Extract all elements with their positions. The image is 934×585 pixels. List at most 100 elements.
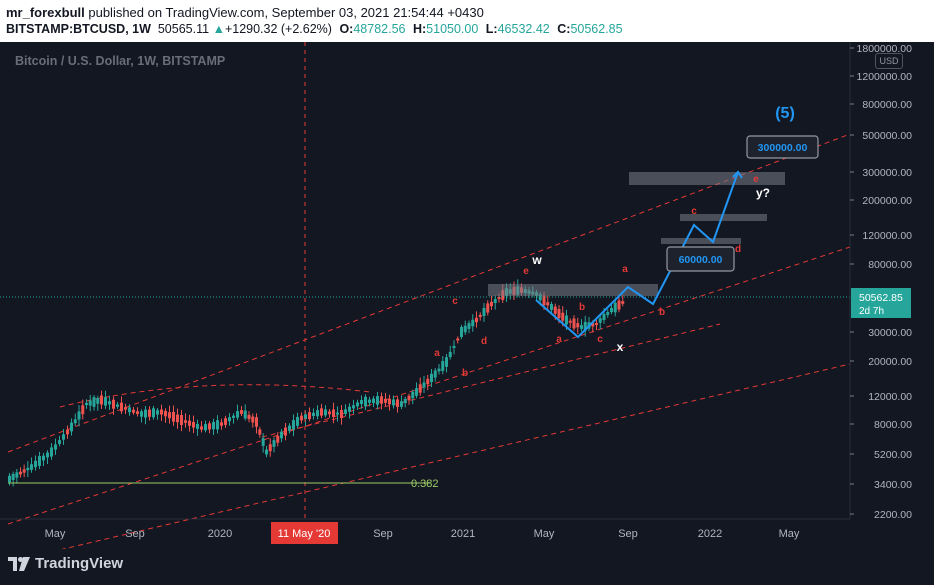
candle-body xyxy=(426,378,430,385)
candle-body xyxy=(232,415,235,418)
candle-body xyxy=(73,419,77,424)
price-tick-label: 800000.00 xyxy=(862,99,912,111)
candle-body xyxy=(542,295,546,306)
brand-name: TradingView xyxy=(35,555,124,572)
candle-body xyxy=(595,322,598,326)
candle-body xyxy=(610,307,613,313)
candle-body xyxy=(621,301,625,304)
candle-body xyxy=(324,409,327,416)
candle-body xyxy=(261,438,265,446)
candle-body xyxy=(460,327,463,337)
time-tick-label: Sep xyxy=(125,528,145,540)
candle-body xyxy=(176,414,179,423)
candle-body xyxy=(34,460,37,468)
candle-body xyxy=(15,472,19,478)
candle-body xyxy=(448,351,452,358)
close-value: 50562.85 xyxy=(570,22,623,36)
candle-body xyxy=(152,408,155,418)
ohlc-line: BITSTAMP:BTCUSD, 1W 50565.11 ▲+1290.32 (… xyxy=(6,22,623,36)
candle-body xyxy=(276,435,280,443)
crosshair-time-label: 11 May '20 xyxy=(278,528,331,540)
candle-body xyxy=(220,422,223,426)
candle-body xyxy=(422,382,426,388)
wave-label-w: w xyxy=(531,253,542,267)
candle-body xyxy=(200,426,203,430)
zone-box xyxy=(661,238,741,244)
candle-body xyxy=(247,414,251,420)
low-label: L: xyxy=(485,22,498,36)
candle-body xyxy=(280,431,283,439)
candle-body xyxy=(546,302,550,306)
candle-body xyxy=(62,434,65,440)
candle-body xyxy=(340,409,343,419)
currency-button[interactable]: USD xyxy=(875,53,903,69)
candle-body xyxy=(583,321,587,331)
wave-label-a: a xyxy=(434,348,440,359)
wave-label-e: e xyxy=(523,266,529,277)
footer: TradingView xyxy=(0,549,934,585)
candle-body xyxy=(208,423,211,430)
candle-body xyxy=(265,449,268,455)
candle-body xyxy=(38,456,41,466)
price-tick-label: 12000.00 xyxy=(868,391,912,403)
candle-body xyxy=(400,401,403,407)
last-price: 50565.11 xyxy=(157,22,210,36)
tradingview-logo-icon xyxy=(8,556,30,571)
candle-body xyxy=(368,399,371,403)
candle-body xyxy=(482,307,486,317)
fib-label: 0.382 xyxy=(411,478,439,490)
candle-body xyxy=(112,399,115,409)
high-label: H: xyxy=(412,22,427,36)
crosshair-time-badge xyxy=(271,522,338,544)
price-tick-label: 1800000.00 xyxy=(857,43,913,55)
candle-body xyxy=(568,320,572,323)
price-chart[interactable]: 0.382 300000.00 60000.00 (5) w x y? a b c d e a b c a b c… xyxy=(0,42,934,563)
candle-body xyxy=(8,475,11,483)
candle-body xyxy=(228,417,231,422)
target-box-label: 60000.00 xyxy=(679,254,723,266)
candle-body xyxy=(372,398,375,404)
candle-body xyxy=(437,368,441,372)
candle-body xyxy=(168,412,171,419)
candle-body xyxy=(300,415,303,421)
candle-body xyxy=(108,401,111,405)
candle-body xyxy=(411,391,415,399)
wave-label-a: a xyxy=(556,334,562,345)
candle-body xyxy=(565,315,568,325)
candle-body xyxy=(70,422,73,432)
wave-label-5: (5) xyxy=(775,105,795,122)
time-tick-label: 2020 xyxy=(208,528,232,540)
candle-body xyxy=(50,447,53,457)
candle-body xyxy=(104,397,107,406)
candle-body xyxy=(336,412,339,415)
wave-label-c: c xyxy=(452,296,458,307)
candle-body xyxy=(192,422,195,428)
author-name[interactable]: mr_forexbull xyxy=(6,5,85,20)
change-arrow-icon: ▲ xyxy=(212,22,225,36)
tradingview-logo[interactable]: TradingView xyxy=(8,555,123,572)
candle-body xyxy=(490,301,493,307)
candle-body xyxy=(478,314,482,318)
candle-body xyxy=(288,425,291,431)
publish-text: published on TradingView.com, September … xyxy=(84,5,484,20)
candle-body xyxy=(164,410,167,417)
close-label: C: xyxy=(557,22,571,36)
candle-body xyxy=(360,399,363,405)
candle-body xyxy=(240,410,243,414)
candle-body xyxy=(272,440,276,447)
candle-body xyxy=(46,452,49,458)
candle-body xyxy=(602,313,606,321)
wave-label-b: b xyxy=(579,302,585,313)
price-tick-label: 8000.00 xyxy=(874,419,912,431)
candle-body xyxy=(441,361,445,371)
chart-pane[interactable]: 0.382 300000.00 60000.00 (5) w x y? a b c d e a b c a b c… xyxy=(0,42,934,585)
candle-body xyxy=(388,398,391,405)
open-value: 48782.56 xyxy=(353,22,406,36)
candle-body xyxy=(445,357,448,367)
candle-body xyxy=(403,398,407,404)
price-tick-label: 1200000.00 xyxy=(857,71,913,83)
candle-body xyxy=(598,318,602,323)
candle-body xyxy=(66,429,69,435)
candle-body xyxy=(384,398,387,403)
candle-body xyxy=(316,410,319,417)
